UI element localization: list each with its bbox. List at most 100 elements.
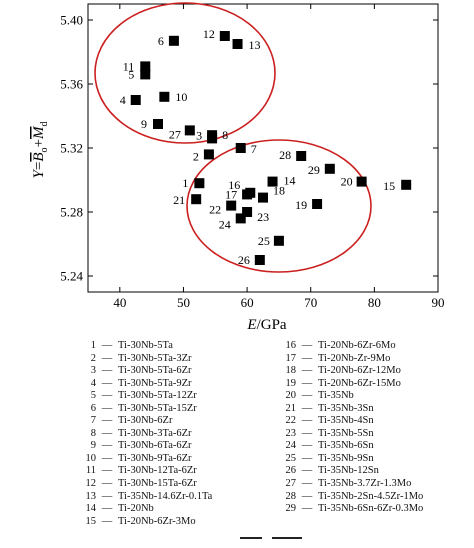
legend-dash: —	[101, 490, 113, 502]
data-label-2: 2	[193, 149, 199, 163]
legend-item: 20 — Ti-35Nb	[280, 390, 423, 403]
cluster-ellipse-upper	[94, 2, 276, 144]
legend-number: 12	[85, 478, 97, 490]
y-tick-label: 5.28	[60, 205, 83, 220]
legend-column-left: 1 — Ti-30Nb-5Ta 2 — Ti-30Nb-5Ta-3Zr 3 — Ti-30Nb-…	[80, 340, 213, 528]
y-axis-label: Y=Bo+Md	[31, 122, 50, 179]
data-point-19	[312, 199, 323, 209]
legend-alloy-name: Ti-20Nb-6Zr-12Mo	[318, 365, 401, 377]
legend-dash: —	[101, 415, 113, 427]
y-label-m: M	[31, 125, 47, 140]
legend-alloy-name: Ti-35Nb-6Sn-6Zr-0.3Mo	[318, 503, 424, 515]
data-label-4: 4	[120, 93, 126, 107]
legend-item: 27 — Ti-35Nb-3.7Zr-1.3Mo	[280, 478, 423, 491]
legend-dash: —	[301, 390, 313, 402]
legend-item: 22 — Ti-35Nb-4Sn	[280, 415, 423, 428]
data-point-24	[235, 213, 246, 224]
legend-item: 19 — Ti-20Nb-6Zr-15Mo	[280, 378, 423, 391]
legend-dash: —	[101, 440, 113, 452]
data-point-7	[235, 143, 246, 153]
data-label-24: 24	[219, 217, 231, 231]
data-label-22: 22	[209, 203, 221, 217]
legend-column-right: 16 — Ti-20Nb-6Zr-6Mo 17 — Ti-20Nb-Zr-9Mo 18 — Ti…	[280, 340, 424, 516]
legend-number: 8	[90, 427, 96, 439]
x-tick-label: 90	[432, 295, 445, 310]
data-point-23	[242, 207, 253, 217]
data-point-26	[254, 255, 265, 265]
legend-alloy-name: Ti-30Nb-9Ta-6Zr	[118, 452, 192, 464]
data-label-6: 6	[158, 34, 164, 48]
legend-dash: —	[101, 465, 113, 477]
legend-item: 3 — Ti-30Nb-5Ta-6Zr	[80, 365, 212, 378]
data-label-21: 21	[173, 193, 185, 207]
legend-dash: —	[301, 402, 313, 414]
plot-area: 40 50 60 70 80 905.245.285.325.365.4012345678…	[60, 2, 445, 310]
legend-dash: —	[101, 340, 113, 351]
data-label-23: 23	[257, 210, 269, 224]
legend-dash: —	[101, 427, 113, 439]
data-label-27: 27	[169, 127, 181, 141]
legend-alloy-name: Ti-35Nb-9Sn	[318, 452, 374, 464]
legend-item: 1 — Ti-30Nb-5Ta	[80, 340, 212, 353]
legend-item: 4 — Ti-30Nb-5Ta-9Zr	[80, 378, 212, 391]
legend-item: 25 — Ti-35Nb-9Sn	[280, 453, 423, 466]
data-point-11	[140, 61, 151, 72]
x-tick-label: 50	[177, 295, 190, 310]
data-label-25: 25	[258, 234, 270, 248]
legend-alloy-name: Ti-30Nb-6Zr	[118, 415, 173, 427]
legend-alloy-name: Ti-30Nb-5Ta-12Zr	[118, 390, 197, 402]
legend-alloy-name: Ti-20Nb	[118, 503, 154, 515]
data-point-9	[153, 119, 163, 129]
legend-number: 27	[285, 478, 297, 490]
legend-alloy-name: Ti-35Nb-5Sn	[318, 427, 374, 439]
data-label-9: 9	[141, 117, 147, 131]
y-label-lhs: Y	[31, 168, 47, 178]
legend-number: 29	[285, 503, 297, 515]
legend-alloy-name: Ti-35Nb-3Sn	[318, 402, 374, 414]
legend-item: 12 — Ti-30Nb-15Ta-6Zr	[80, 478, 212, 491]
x-label-var: E	[246, 317, 256, 333]
data-point-4	[130, 95, 141, 105]
data-label-15: 15	[383, 179, 395, 193]
data-label-12: 12	[203, 27, 215, 41]
legend-alloy-name: Ti-30Nb-3Ta-6Zr	[118, 427, 192, 439]
legend-number: 3	[90, 365, 96, 377]
legend-alloy-name: Ti-35Nb	[318, 390, 354, 402]
legend-item: 14 — Ti-20Nb	[80, 503, 212, 516]
legend-dash: —	[101, 402, 113, 414]
legend-alloy-name: Ti-35Nb-3.7Zr-1.3Mo	[318, 478, 412, 490]
legend-alloy-name: Ti-35Nb-14.6Zr-0.1Ta	[118, 490, 213, 502]
data-point-28	[296, 151, 307, 161]
data-point-8	[207, 130, 218, 141]
legend-number: 21	[285, 402, 297, 414]
y-label-m-sub: d	[39, 122, 50, 127]
data-point-5	[140, 69, 151, 80]
legend-dash: —	[301, 503, 313, 515]
legend-number: 6	[90, 402, 96, 414]
data-point-27	[184, 125, 195, 136]
legend-dash: —	[301, 490, 313, 502]
data-point-10	[159, 91, 170, 102]
data-point-20	[356, 176, 367, 187]
data-label-13: 13	[249, 38, 261, 52]
legend-number: 13	[85, 490, 97, 502]
legend-number: 1	[90, 340, 96, 351]
legend-number: 23	[285, 427, 297, 439]
legend-dash: —	[301, 352, 313, 364]
legend-number: 20	[285, 390, 297, 402]
data-label-3: 3	[196, 128, 202, 142]
data-point-6	[168, 35, 179, 46]
legend-item: 26 — Ti-35Nb-12Sn	[280, 465, 423, 478]
legend-dash: —	[301, 340, 313, 351]
legend-item: 16 — Ti-20Nb-6Zr-6Mo	[280, 340, 423, 353]
y-tick-label: 5.36	[60, 77, 83, 92]
data-label-26: 26	[238, 253, 250, 267]
plot-frame	[87, 3, 439, 293]
legend-number: 22	[285, 415, 297, 427]
legend-alloy-name: Ti-35Nb-2Sn-4.5Zr-1Mo	[318, 490, 424, 502]
legend-item: 6 — Ti-30Nb-5Ta-15Zr	[80, 403, 212, 416]
legend-number: 24	[285, 440, 297, 452]
data-point-13	[232, 39, 243, 49]
legend-dash: —	[301, 415, 313, 427]
legend-item: 24 — Ti-35Nb-6Sn	[280, 440, 423, 453]
